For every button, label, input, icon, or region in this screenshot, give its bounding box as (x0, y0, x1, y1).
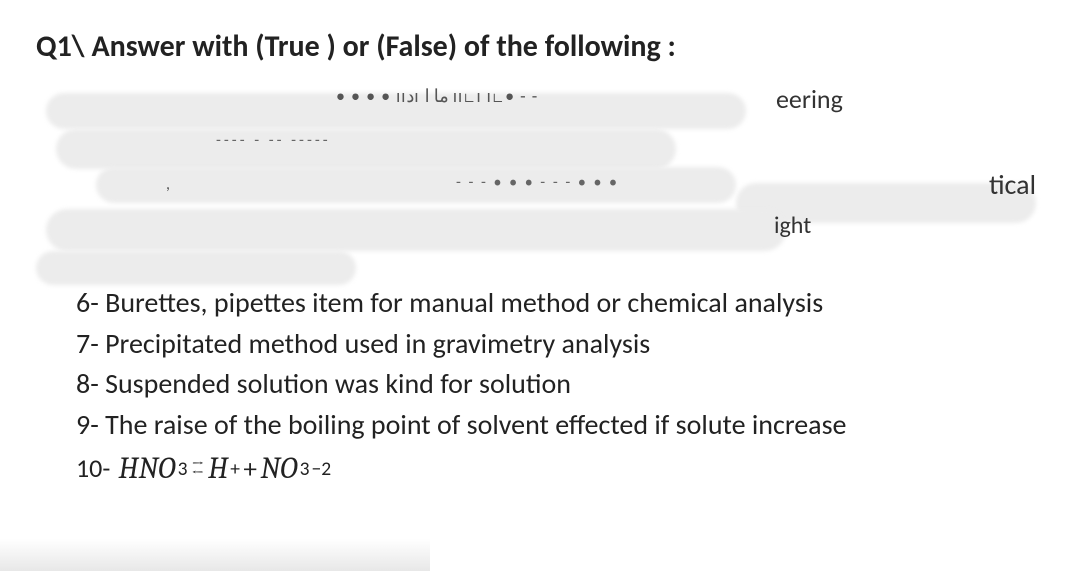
fragment-glyphs2: - - - • • • - - - • • • (456, 173, 619, 192)
question-title: Q1\ Answer with (True ) or (False) of th… (36, 28, 1044, 65)
page-bottom-shadow (0, 539, 430, 571)
formula-prefix: 10- (76, 450, 110, 488)
smudge (36, 251, 356, 285)
formula-no: NO (261, 447, 298, 491)
document-page: Q1\ Answer with (True ) or (False) of th… (0, 0, 1080, 571)
formula-hno3: 10- HNO3 → ← H+ + NO3−2 (76, 447, 331, 491)
arrow-bottom: ← (191, 469, 204, 478)
smudge (96, 167, 736, 203)
fragment-glyphs: • • • • ııدı ما ا ıı∟ı ı∟• - - (336, 85, 538, 107)
question-6: 6- Burettes, pipettes item for manual me… (76, 283, 1044, 324)
smudge (46, 209, 786, 251)
fragment-ight: ight (774, 211, 811, 240)
formula-sub3a: 3 (178, 455, 188, 483)
formula-neg2: −2 (312, 455, 332, 483)
fragment-eering: eering (776, 83, 843, 115)
formula-hno3-text: HNO (118, 447, 175, 491)
erased-region: • • • • ııدı ما ا ıı∟ı ı∟• - - eering --… (36, 83, 1044, 263)
question-10: 10- HNO3 → ← H+ + NO3−2 (76, 445, 1044, 491)
equilibrium-arrow: → ← (191, 460, 204, 478)
formula-plus-op: + (242, 447, 259, 491)
question-list: 6- Burettes, pipettes item for manual me… (36, 283, 1044, 491)
question-9: 9- The raise of the boiling point of sol… (76, 405, 1044, 446)
fragment-dot: , (166, 175, 170, 194)
smudge (56, 129, 676, 169)
fragment-tical: tical (989, 167, 1036, 202)
question-7: 7- Precipitated method used in gravimetr… (76, 324, 1044, 365)
formula-h: H (208, 447, 228, 491)
fragment-dashes: ---- - -- ----- (216, 131, 331, 150)
question-8: 8- Suspended solution was kind for solut… (76, 364, 1044, 405)
formula-hplus: + (230, 455, 240, 483)
formula-sub3b: 3 (300, 455, 310, 483)
